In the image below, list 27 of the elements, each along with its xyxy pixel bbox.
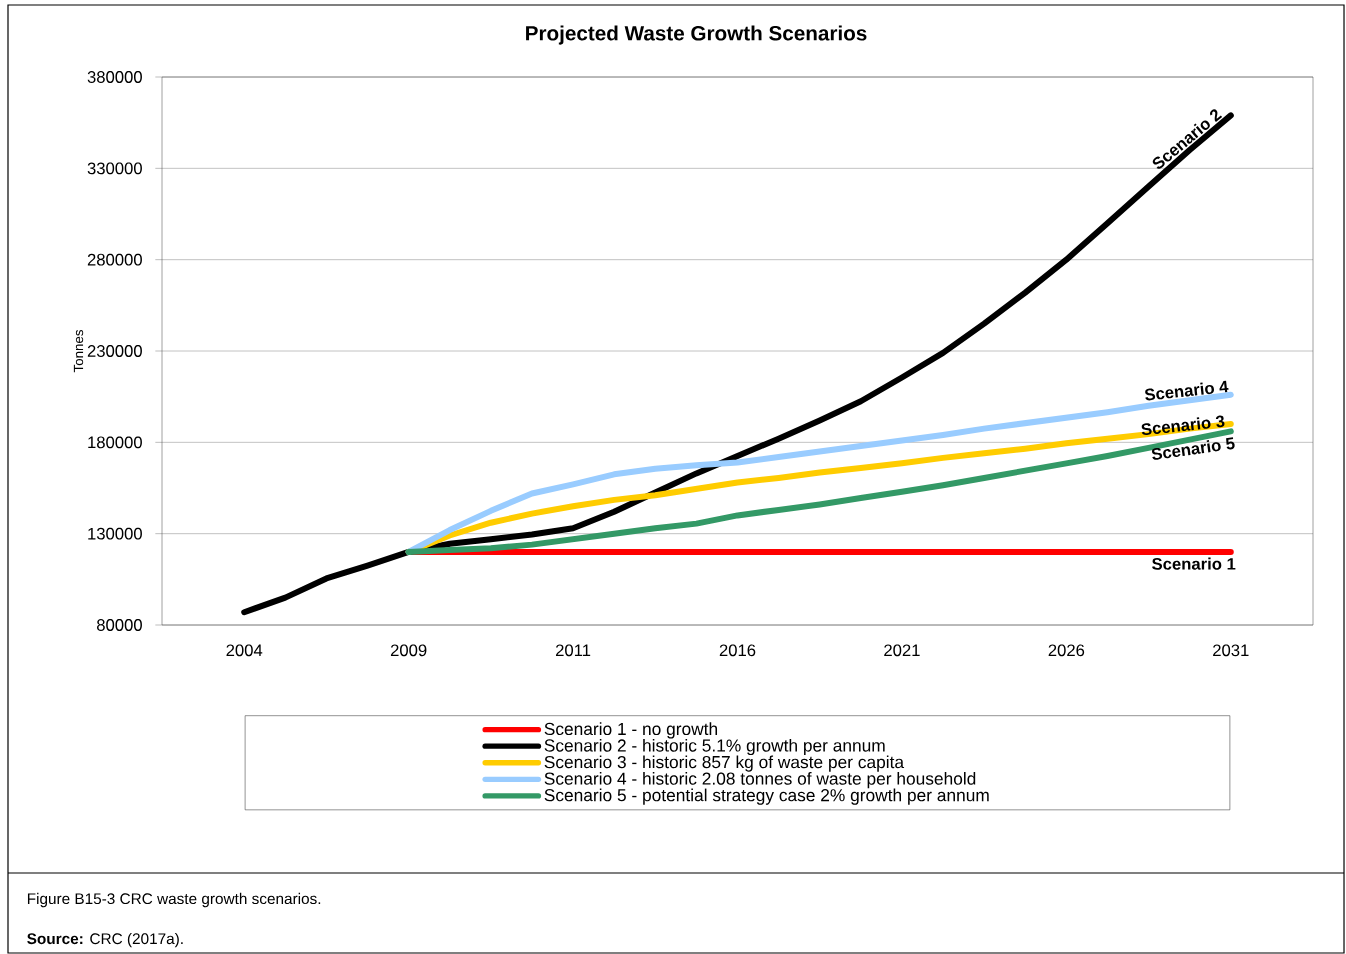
- chart-title: Projected Waste Growth Scenarios: [526, 25, 867, 45]
- x-tick-label: 2009: [390, 644, 427, 657]
- legend-label: Scenario 4 - historic 2.08 tonnes of waste per household: [544, 772, 976, 789]
- y-axis-title: Tonnes: [73, 329, 84, 373]
- annotation: Scenario 3: [1141, 415, 1225, 436]
- y-tick-label: 280000: [87, 253, 142, 266]
- legend-label: Scenario 3 - historic 857 kg of waste per capita: [544, 755, 905, 772]
- legend-label: Scenario 5 - potential strategy case 2% growth per annum: [544, 788, 989, 805]
- x-tick-label: 2011: [555, 644, 591, 657]
- caption: Figure B15-3 CRC waste growth scenarios.: [27, 892, 321, 908]
- x-tick-label: 2021: [884, 644, 920, 657]
- text: Source: CRC (2017a).: [27, 932, 183, 948]
- x-tick-label: 2026: [1048, 644, 1085, 657]
- x-tick-label: 2016: [719, 644, 756, 657]
- y-tick-label: 130000: [88, 527, 142, 540]
- annotation: Scenario 1: [1152, 557, 1236, 570]
- x-tick-label: 2031: [1213, 644, 1249, 657]
- y-tick-label: 180000: [88, 436, 142, 449]
- y-tick-label: 330000: [87, 162, 142, 175]
- annotation: Scenario 5: [1151, 437, 1235, 460]
- legend-label: Scenario 2 - historic 5.1% growth per annum: [544, 738, 885, 756]
- y-tick-label: 380000: [87, 71, 142, 83]
- legend-label: Scenario 1 - no growth: [544, 722, 718, 739]
- y-tick-label: 80000: [97, 619, 142, 631]
- annotation: Scenario 4: [1145, 380, 1229, 401]
- y-tick-label: 230000: [87, 345, 142, 357]
- x-tick-label: 2004: [226, 644, 263, 657]
